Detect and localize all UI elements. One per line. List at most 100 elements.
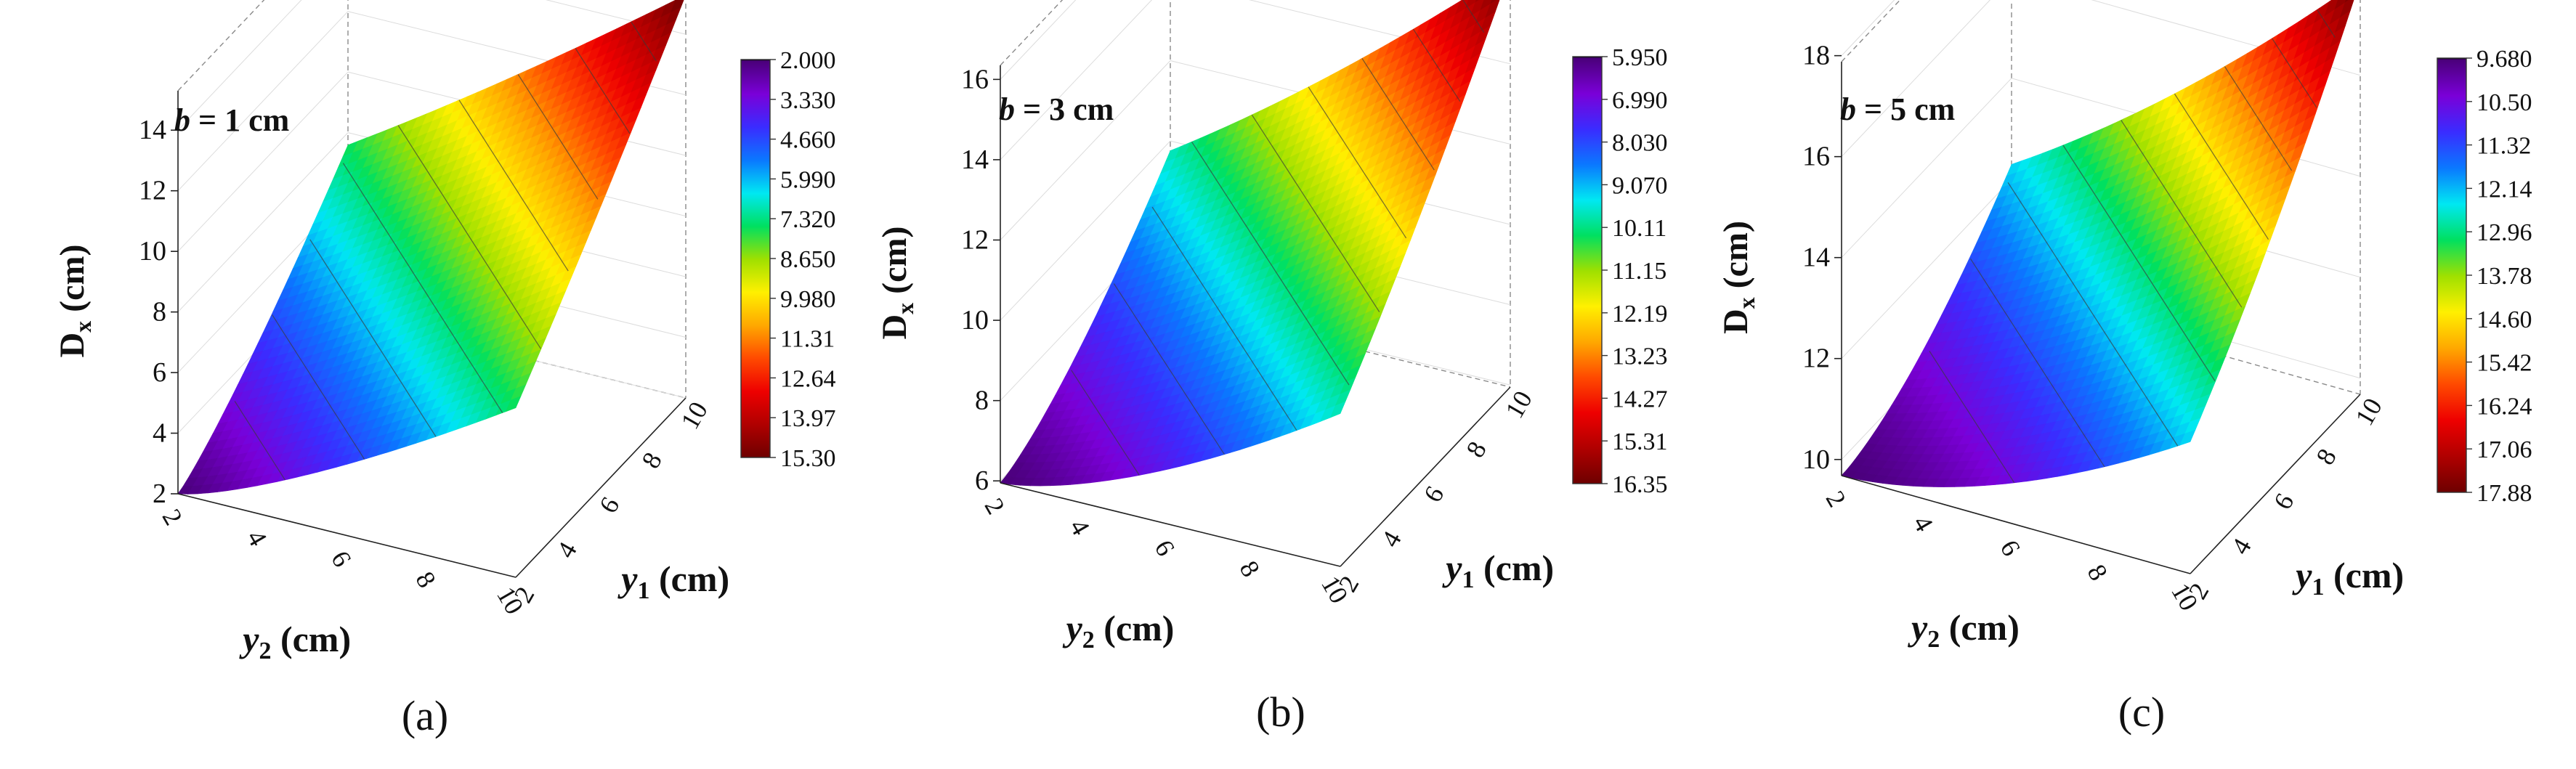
z-tick-label: 14	[1802, 243, 1830, 273]
x-tick-label: 4	[241, 525, 273, 551]
grid-line	[177, 132, 349, 312]
panel-annotation-rest: = 1 cm	[190, 102, 289, 138]
grid-line	[1000, 60, 1171, 240]
contour-line	[517, 74, 599, 200]
y-tick-label: 8	[2310, 444, 2342, 470]
contour-line	[397, 125, 542, 349]
grid-line	[177, 0, 302, 131]
contour-line	[272, 314, 365, 460]
colorbar-tick-label: 11.31	[780, 326, 835, 353]
z-axis-title: Dx (cm)	[1717, 221, 1759, 334]
x-tick-label: 2	[979, 493, 1011, 519]
z-axis-title-unit: (cm)	[53, 245, 92, 321]
panel-annotation-rest: = 5 cm	[1856, 91, 1955, 127]
grid-line	[1000, 0, 1153, 160]
z-tick-label: 18	[1802, 41, 1830, 71]
x-axis-title: y2 (cm)	[1063, 608, 1175, 654]
colorbar-tick-label: 15.30	[780, 445, 836, 472]
z-tick-label: 8	[975, 386, 989, 416]
y-tick-label: 4	[2225, 533, 2257, 559]
contour-line	[631, 21, 657, 62]
contour-line	[2007, 182, 2179, 447]
z-axis-title-main: D	[53, 333, 92, 358]
axes	[1000, 65, 1511, 567]
surface	[177, 0, 684, 495]
y-axis-line	[1340, 386, 1511, 567]
x-axis-title-unit: (cm)	[1940, 607, 2020, 648]
colorbar-tick-label: 13.23	[1612, 343, 1668, 370]
contour-line	[2062, 145, 2216, 381]
y-axis-title: y1 (cm)	[1442, 548, 1554, 593]
y-axis-title: y1 (cm)	[617, 558, 729, 604]
z-axis-title-unit: (cm)	[875, 227, 914, 303]
colorbar-tick-label: 7.320	[780, 206, 836, 233]
colorbar-tick-label: 13.97	[780, 405, 836, 432]
y-tick-label: 8	[636, 447, 668, 473]
panel-annotation-rest: = 3 cm	[1015, 91, 1114, 127]
x-axis-title-sub: 2	[1927, 626, 1940, 653]
z-tick-label: 2	[153, 479, 166, 509]
panel-annotation-var: b	[999, 91, 1015, 127]
z-axis-title: Dx (cm)	[875, 227, 918, 340]
z-axis-title-sub: x	[1733, 297, 1759, 309]
panel-annotation-var: b	[174, 102, 190, 138]
contour-line	[1361, 57, 1435, 171]
x-axis-line	[1841, 475, 2191, 574]
z-tick-label: 12	[139, 176, 166, 206]
x-axis-title-main: y	[1908, 607, 1928, 648]
contour-line	[1251, 114, 1380, 312]
z-tick-label: 12	[1802, 343, 1830, 374]
colorbar-tick-label: 10.11	[1612, 215, 1666, 242]
colorbar-tick-label: 16.35	[1612, 471, 1668, 498]
x-tick-label: 8	[410, 566, 442, 593]
colorbar	[2437, 57, 2467, 493]
contour-line	[2121, 120, 2243, 308]
z-axis-title: Dx (cm)	[53, 245, 96, 358]
colorbar-tick-label: 8.030	[1612, 130, 1668, 157]
grid-line	[1000, 140, 1171, 321]
colorbar-tick-label: 14.27	[1612, 386, 1668, 412]
contour-line	[1113, 283, 1226, 455]
contour-line	[342, 163, 503, 413]
colorbar-tick-label: 12.19	[1612, 301, 1668, 327]
contour-line	[1929, 351, 2015, 484]
contour-line	[2224, 66, 2293, 171]
surface-patch	[1329, 401, 1346, 418]
contour-line	[458, 99, 569, 272]
colorbar-tick-label: 16.24	[2476, 393, 2532, 420]
grid-line	[1841, 0, 1895, 57]
z-axis-title-sub: x	[70, 321, 96, 333]
x-axis-title-unit: (cm)	[271, 619, 351, 659]
z-tick-label: 12	[961, 225, 989, 256]
z-tick-label: 6	[153, 357, 166, 388]
contour-line	[309, 239, 437, 437]
y-axis-line	[2190, 394, 2361, 574]
y-tick-label: 8	[1460, 436, 1492, 463]
panel-annotation-var: b	[1840, 91, 1856, 127]
colorbar-tick-label: 8.650	[780, 246, 836, 273]
colorbar-tick-label: 12.14	[2476, 176, 2532, 203]
contours	[1929, 9, 2336, 484]
x-tick-label: 4	[1064, 514, 1096, 540]
contour-line	[1412, 28, 1461, 102]
colorbar-tick-label: 11.15	[1612, 258, 1666, 285]
colorbar-tick-label: 9.070	[1612, 172, 1668, 199]
surface	[1841, 0, 2354, 487]
x-tick-label: 6	[1995, 535, 2027, 561]
x-tick-label: 8	[2082, 559, 2114, 585]
colorbar-tick-label: 17.88	[2476, 480, 2532, 507]
panel-label: (c)	[2118, 688, 2165, 736]
x-tick-label: 6	[325, 546, 357, 572]
colorbar-tick-label: 5.990	[780, 166, 836, 193]
y-axis-title-main: y	[617, 558, 638, 599]
y-axis-title-sub: 1	[1462, 566, 1475, 593]
x-axis-title-sub: 2	[259, 638, 271, 664]
y-axis-title-unit: (cm)	[2325, 555, 2405, 595]
colorbar-tick-label: 4.660	[780, 127, 836, 154]
colorbar-tick-label: 10.50	[2476, 89, 2532, 116]
x-axis-title-sub: 2	[1082, 627, 1095, 654]
bounding-box-edge	[177, 0, 265, 91]
